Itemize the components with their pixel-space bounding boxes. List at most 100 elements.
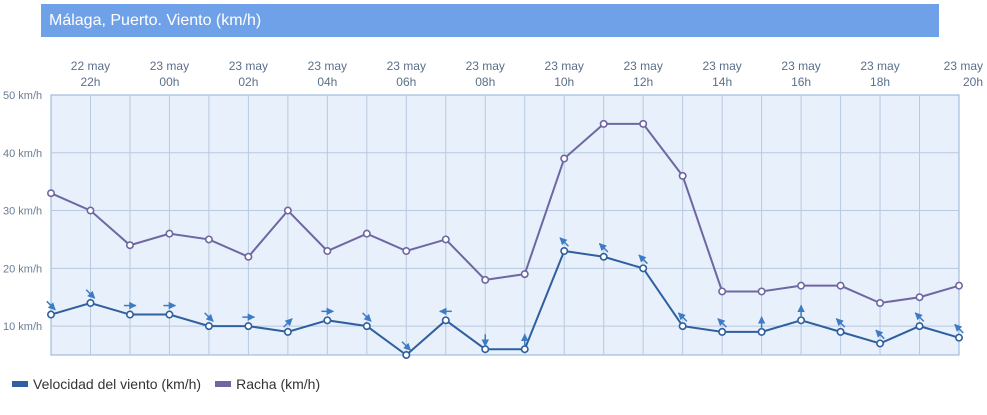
y-tick-label: 50 km/h bbox=[3, 90, 42, 102]
x-tick-date: 23 may bbox=[545, 59, 584, 73]
legend: Velocidad del viento (km/h) Racha (km/h) bbox=[12, 376, 320, 392]
x-tick-date: 23 may bbox=[466, 59, 505, 73]
wind-point[interactable] bbox=[46, 310, 55, 319]
wind-direction-arrow bbox=[401, 341, 412, 351]
wind-direction-arrow bbox=[875, 329, 885, 340]
gust-point[interactable] bbox=[718, 287, 727, 296]
chart-title: Málaga, Puerto. Viento (km/h) bbox=[41, 4, 939, 37]
legend-item-gust[interactable]: Racha (km/h) bbox=[215, 376, 320, 392]
y-tick-label: 30 km/h bbox=[3, 206, 42, 218]
wind-point[interactable] bbox=[639, 264, 648, 273]
x-tick-hour: 12h bbox=[633, 75, 653, 89]
gust-point[interactable] bbox=[797, 281, 806, 290]
wind-point[interactable] bbox=[560, 247, 569, 256]
gust-point[interactable] bbox=[362, 229, 371, 238]
wind-direction-arrow bbox=[677, 312, 688, 322]
x-tick-date: 23 may bbox=[308, 59, 347, 73]
gust-point[interactable] bbox=[46, 189, 55, 198]
gust-point[interactable] bbox=[481, 275, 490, 284]
wind-direction-arrow bbox=[914, 312, 925, 322]
gust-point[interactable] bbox=[757, 287, 766, 296]
y-tick-label: 20 km/h bbox=[3, 263, 42, 275]
wind-direction-arrow bbox=[638, 254, 648, 265]
wind-direction-arrow bbox=[46, 300, 56, 311]
gust-point[interactable] bbox=[323, 247, 332, 256]
gust-point[interactable] bbox=[402, 247, 411, 256]
x-tick-date: 23 may bbox=[860, 59, 899, 73]
x-tick-hour: 18h bbox=[870, 75, 890, 89]
gust-point[interactable] bbox=[836, 281, 845, 290]
gust-point[interactable] bbox=[283, 206, 292, 215]
wind-direction-arrow bbox=[204, 312, 214, 322]
x-tick-hour: 14h bbox=[712, 75, 732, 89]
gust-point[interactable] bbox=[165, 229, 174, 238]
wind-point[interactable] bbox=[165, 310, 174, 319]
wind-point[interactable] bbox=[441, 316, 450, 325]
wind-point[interactable] bbox=[125, 310, 134, 319]
gust-point[interactable] bbox=[441, 235, 450, 244]
x-tick-hour: 22h bbox=[80, 75, 100, 89]
wind-point[interactable] bbox=[876, 339, 885, 348]
gust-point[interactable] bbox=[915, 293, 924, 302]
legend-swatch-wind bbox=[12, 381, 28, 387]
x-tick-hour: 00h bbox=[159, 75, 179, 89]
wind-direction-arrow bbox=[598, 243, 609, 253]
wind-point[interactable] bbox=[599, 252, 608, 261]
legend-label-gust: Racha (km/h) bbox=[236, 376, 321, 392]
x-tick-date: 23 may bbox=[387, 59, 426, 73]
wind-point[interactable] bbox=[86, 298, 95, 307]
gust-point[interactable] bbox=[520, 270, 529, 279]
x-tick-date: 23 may bbox=[150, 59, 189, 73]
gust-point[interactable] bbox=[954, 281, 963, 290]
wind-point[interactable] bbox=[954, 333, 963, 342]
wind-point[interactable] bbox=[520, 345, 529, 354]
gust-point[interactable] bbox=[639, 119, 648, 128]
wind-point[interactable] bbox=[402, 350, 411, 359]
x-tick-hour: 06h bbox=[396, 75, 416, 89]
gust-point[interactable] bbox=[678, 171, 687, 180]
wind-point[interactable] bbox=[797, 316, 806, 325]
wind-point[interactable] bbox=[244, 322, 253, 331]
wind-direction-arrow bbox=[362, 312, 372, 322]
x-tick-hour: 02h bbox=[238, 75, 258, 89]
wind-point[interactable] bbox=[204, 322, 213, 331]
wind-point[interactable] bbox=[836, 327, 845, 336]
x-tick-hour: 04h bbox=[317, 75, 337, 89]
wind-direction-arrow bbox=[283, 318, 293, 328]
x-tick-date: 23 may bbox=[944, 59, 983, 73]
wind-point[interactable] bbox=[323, 316, 332, 325]
wind-point[interactable] bbox=[283, 327, 292, 336]
x-tick-date: 23 may bbox=[229, 59, 268, 73]
wind-direction-arrow bbox=[835, 318, 846, 328]
legend-swatch-gust bbox=[215, 381, 232, 387]
x-tick-date: 23 may bbox=[623, 59, 662, 73]
wind-point[interactable] bbox=[718, 327, 727, 336]
gust-point[interactable] bbox=[204, 235, 213, 244]
x-tick-date: 23 may bbox=[702, 59, 741, 73]
x-tick-date: 22 may bbox=[71, 59, 110, 73]
gust-point[interactable] bbox=[86, 206, 95, 215]
x-tick-hour: 08h bbox=[475, 75, 495, 89]
wind-point[interactable] bbox=[915, 322, 924, 331]
x-tick-hour: 10h bbox=[554, 75, 574, 89]
wind-point[interactable] bbox=[362, 322, 371, 331]
gust-point[interactable] bbox=[244, 252, 253, 261]
wind-point[interactable] bbox=[678, 322, 687, 331]
wind-direction-arrow bbox=[717, 318, 727, 328]
legend-item-wind[interactable]: Velocidad del viento (km/h) bbox=[12, 376, 201, 392]
wind-point[interactable] bbox=[757, 327, 766, 336]
gust-point[interactable] bbox=[125, 241, 134, 250]
y-tick-label: 40 km/h bbox=[3, 148, 42, 160]
gust-point[interactable] bbox=[599, 119, 608, 128]
wind-direction-arrow bbox=[85, 289, 96, 299]
x-tick-hour: 16h bbox=[791, 75, 811, 89]
plot-area bbox=[50, 94, 960, 356]
gust-point[interactable] bbox=[876, 298, 885, 307]
legend-label-wind: Velocidad del viento (km/h) bbox=[33, 376, 202, 392]
wind-direction-arrow bbox=[559, 237, 569, 247]
gust-point[interactable] bbox=[560, 154, 569, 163]
wind-point[interactable] bbox=[481, 345, 490, 354]
y-tick-label: 10 km/h bbox=[3, 321, 42, 333]
gust-line bbox=[50, 122, 960, 305]
